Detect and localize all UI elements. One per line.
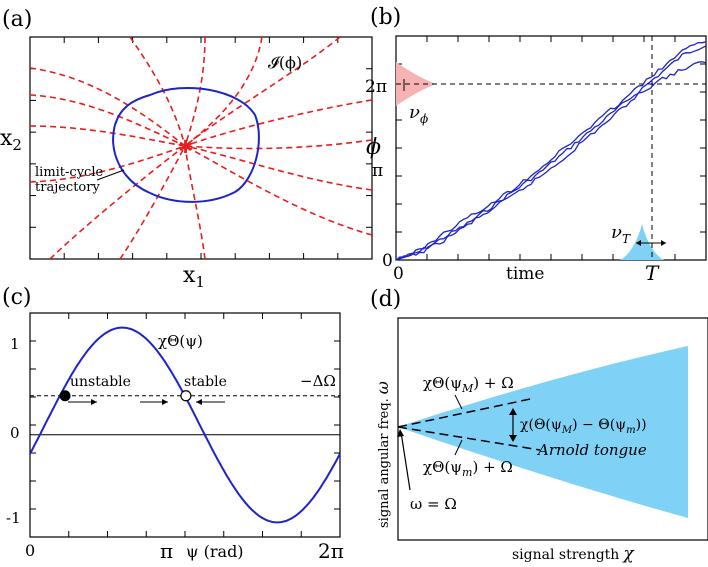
limit-cycle-trajectory: [112, 86, 260, 203]
phase-trajectory: [395, 45, 707, 261]
unstable-fixed-point: [59, 390, 71, 402]
panel-c-ticks: [30, 313, 340, 537]
panel-b: (b) νϕ νT 2π π 0 ϕ 0 T time: [365, 5, 707, 285]
curve-label: χΘ(ψ): [158, 332, 203, 350]
origin-arrowhead: [397, 429, 404, 437]
lower-boundary-line: [397, 426, 541, 451]
panel-a: (a) ✱ 𝓘(ϕ) limit-cycle trajectory x1: [0, 7, 373, 291]
nu-t-label: νT: [611, 222, 631, 246]
stable-label: stable: [184, 374, 227, 390]
stable-fixed-point: [180, 390, 192, 402]
isochron-line-15: [129, 37, 186, 147]
panel-b-tag: (b): [370, 5, 401, 30]
c-xtick-0: 0: [25, 541, 35, 560]
isochron-line-5: [49, 145, 186, 259]
arnold-tongue-region: [398, 346, 688, 518]
c-ytick-1: 1: [10, 335, 20, 353]
panel-c-xlabel: ψ (rad): [186, 542, 244, 561]
isochron-line-3: [30, 125, 186, 147]
isochron-line-1: [30, 67, 186, 147]
xtick-t: T: [645, 261, 660, 285]
panel-d: (d) χΘ(ψM) + Ω χΘ(ψm) + Ω χ(Θ(ψM) − Θ(ψm…: [370, 287, 708, 564]
ytick-pi: π: [372, 161, 383, 181]
cycle-label-line2: trajectory: [35, 180, 100, 195]
panel-a-frame: [29, 36, 373, 260]
phase-trajectory: [395, 61, 707, 261]
c-ytick-0: 0: [10, 424, 20, 442]
lower-boundary-label: χΘ(ψm) + Ω: [423, 458, 513, 479]
cycle-label-pointer: [96, 169, 125, 181]
phase-trajectory: [395, 41, 707, 261]
panel-b-ylabel: ϕ: [366, 135, 381, 160]
panel-c-tag: (c): [2, 285, 32, 310]
panel-d-xlabel: signal strength χ: [512, 544, 635, 564]
tongue-width-arrowheads: [509, 408, 517, 442]
nu-phi-label: νϕ: [409, 102, 428, 126]
upper-label-pointer: [454, 394, 463, 410]
isochron-line-14: [184, 37, 206, 147]
ytick-2pi: 2π: [365, 77, 387, 97]
panel-d-tag: (d): [370, 287, 401, 312]
tongue-label: Arnold tongue: [536, 441, 647, 459]
ytick-0: 0: [382, 251, 393, 271]
unstable-label: unstable: [70, 374, 131, 390]
nu-t-distribution: [620, 224, 664, 260]
isochron-line-10: [184, 139, 372, 150]
cycle-label-line1: limit-cycle: [35, 165, 103, 180]
panel-c: (c) χΘ(ψ) unstable stable −ΔΩ 1 0 -1 0 π…: [2, 285, 344, 563]
isochron-line-7: [184, 145, 206, 259]
panel-a-ylabel: x2: [0, 126, 22, 154]
c-xtick-pi: π: [160, 539, 173, 563]
isochron-line-9: [184, 145, 372, 191]
panel-d-frame: [397, 317, 708, 541]
origin-label: ω = Ω: [410, 495, 457, 513]
offset-label: −ΔΩ: [300, 372, 336, 390]
isochron-line-6: [119, 145, 186, 259]
isochron-line-8: [184, 145, 372, 236]
panel-a-tag: (a): [2, 7, 32, 32]
isochron-line-4: [30, 145, 186, 183]
isochron-line-11: [184, 99, 372, 147]
panel-d-ylabel: signal angular freq.ω: [373, 381, 392, 528]
isochron-line-13: [184, 37, 263, 147]
upper-boundary-line: [397, 397, 536, 428]
phase-response-curve: [29, 326, 341, 524]
flow-arrows: [68, 399, 225, 405]
upper-boundary-label: χΘ(ψM) + Ω: [423, 374, 514, 395]
phase-singularity-mark: ✱: [178, 137, 193, 158]
phase-trajectories: [395, 41, 707, 261]
isochron-line-2: [30, 94, 186, 147]
c-xtick-2pi: 2π: [318, 539, 344, 563]
isochron-label: 𝓘(ϕ): [268, 53, 302, 72]
panel-a-xlabel: x1: [183, 263, 205, 291]
isochron-line-12: [184, 37, 341, 147]
lower-label-pointer: [454, 439, 463, 456]
panel-a-ticks: [30, 37, 372, 259]
panel-b-xlabel: time: [506, 264, 544, 284]
xtick-0: 0: [393, 264, 404, 284]
origin-pointer: [400, 431, 411, 491]
isochron-lines: [30, 37, 372, 259]
c-ytick-m1: -1: [6, 509, 21, 527]
tongue-width-label: χ(Θ(ψM) − Θ(ψm)): [520, 417, 647, 436]
